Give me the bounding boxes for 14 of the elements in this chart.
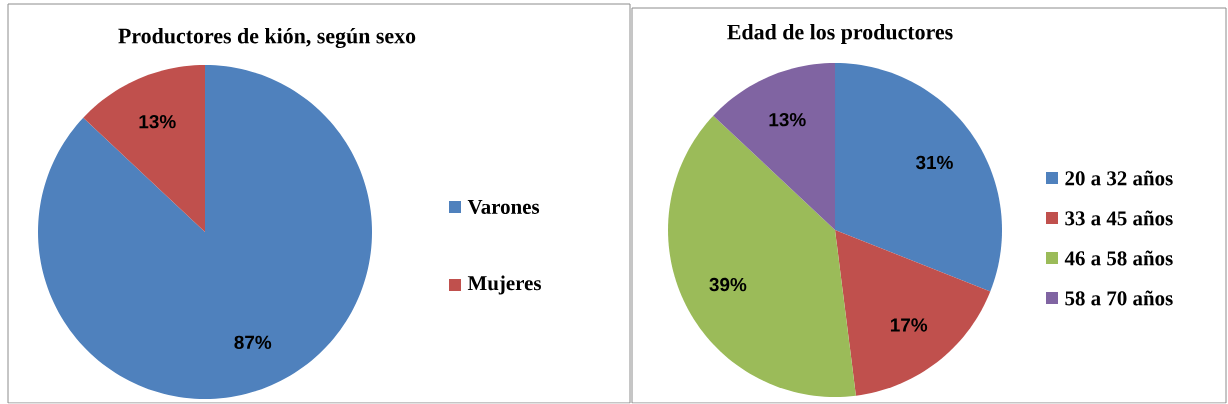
- legend-label: Mujeres: [467, 275, 541, 295]
- legend-label: 33 a 45 años: [1065, 210, 1173, 226]
- data-label: 13%: [139, 115, 176, 129]
- chart-title: Edad de los productores: [727, 24, 953, 45]
- legend-label: 46 a 58 años: [1064, 250, 1173, 266]
- chart-title: Productores de kión, según sexo: [118, 28, 416, 49]
- data-label: 87%: [234, 335, 272, 350]
- legend-label: Varones: [467, 200, 540, 215]
- legend-label: 20 a 32 años: [1065, 170, 1173, 186]
- data-label: 39%: [709, 278, 747, 292]
- data-label: 31%: [915, 155, 953, 170]
- legend-label: 58 a 70 años: [1065, 290, 1173, 306]
- data-label: 13%: [769, 113, 806, 127]
- data-label: 17%: [890, 318, 928, 332]
